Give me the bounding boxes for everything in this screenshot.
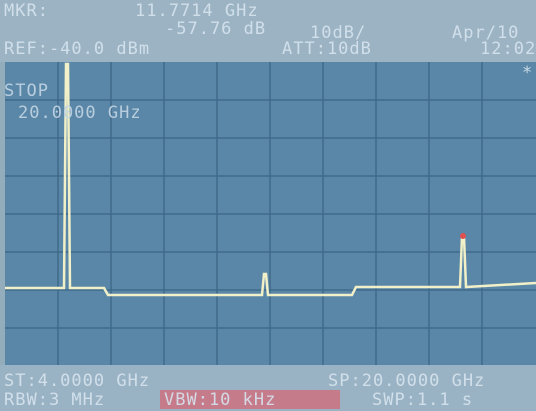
attenuation: ATT:10dB (282, 39, 372, 59)
marker (460, 233, 466, 239)
rbw: RBW:3 MHz (4, 390, 106, 410)
date: Apr/10 (452, 23, 520, 43)
marker-level: -57.76 dB (165, 19, 267, 39)
overlay-value: 20.0000 GHz (18, 103, 142, 123)
vbw: VBW:10 kHz (164, 390, 277, 410)
scale: 10dB/ (310, 23, 367, 43)
grid (5, 62, 536, 365)
reference-level: REF:-40.0 dBm (4, 39, 151, 59)
start-frequency: ST:4.0000 GHz (4, 371, 151, 391)
time: 12:02 (480, 39, 536, 59)
vbw-highlight (160, 390, 340, 409)
marker-frequency: 11.7714 GHz (135, 1, 259, 21)
stop-frequency: SP:20.0000 GHz (328, 371, 486, 391)
overlay-label: STOP (4, 81, 49, 101)
marker-label: MKR: (4, 1, 49, 21)
header-band (0, 0, 536, 62)
flag: * (522, 63, 534, 83)
sweep-time: SWP:1.1 s (372, 390, 474, 410)
